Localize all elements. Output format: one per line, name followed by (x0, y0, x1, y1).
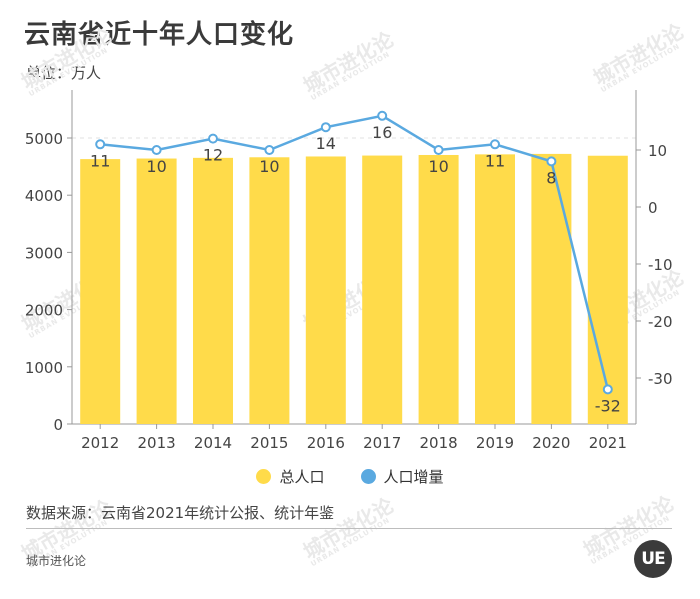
point-2016 (320, 122, 331, 133)
point-2019 (490, 139, 500, 150)
bar-2020 (531, 153, 572, 424)
chart-title: 云南省近十年人口变化 (24, 20, 295, 50)
unit-label: 单位：万人 (26, 64, 102, 82)
y-left-tick-label: 2000 (25, 302, 63, 320)
x-tick-label-2012: 2012 (81, 434, 119, 452)
y-left-tick-label: 4000 (25, 187, 63, 205)
point-2014 (208, 133, 218, 144)
point-2017 (377, 110, 388, 121)
y-right-tick-label: 0 (648, 199, 658, 217)
x-tick-label-2021: 2021 (589, 434, 627, 452)
increase-line (100, 114, 610, 390)
legend-item-total[interactable]: 总人口 (256, 466, 325, 487)
point-2020 (546, 156, 557, 167)
brand-logo: UE (634, 540, 672, 578)
point-2013 (151, 145, 162, 155)
y-right-tick-label: -30 (648, 370, 673, 388)
bar-2014 (193, 157, 233, 425)
data-label-2017: 16 (372, 123, 392, 142)
y-right-tick-label: -20 (648, 313, 673, 331)
data-label-2014: 12 (203, 146, 223, 165)
bar-2016 (305, 156, 346, 425)
y-left-tick-label: 0 (53, 416, 63, 434)
point-2015 (264, 145, 275, 155)
bar-2019 (475, 154, 515, 425)
point-2018 (433, 145, 444, 155)
data-label-2012: 11 (90, 151, 110, 170)
data-label-2019: 11 (485, 151, 505, 170)
legend: 总人口 人口增量 (0, 466, 700, 487)
x-tick-label-2020: 2020 (532, 434, 570, 452)
data-label-2021: -32 (595, 396, 621, 415)
bar-2012 (80, 159, 121, 424)
bar-2021 (587, 155, 628, 424)
point-2021 (602, 384, 613, 395)
legend-label-increase: 人口增量 (383, 468, 444, 486)
legend-label-total: 总人口 (279, 468, 325, 486)
x-tick-label-2015: 2015 (250, 434, 288, 452)
point-2012 (95, 139, 106, 150)
y-left-tick-label: 3000 (25, 244, 63, 262)
footer-divider (26, 528, 672, 529)
data-source: 数据来源：云南省2021年统计公报、统计年鉴 (26, 504, 335, 522)
legend-swatch-bar (256, 469, 272, 484)
data-label-2020: 8 (546, 168, 556, 187)
y-left-tick-label: 5000 (25, 130, 63, 148)
bar-2018 (418, 154, 459, 424)
x-tick-label-2016: 2016 (307, 434, 345, 452)
y-right-tick-label: 10 (648, 142, 667, 160)
data-label-2013: 10 (146, 157, 166, 176)
y-left-tick-label: 1000 (25, 359, 63, 377)
bar-2017 (362, 155, 403, 424)
data-label-2016: 14 (316, 134, 336, 153)
footer-brand: 城市进化论 (26, 554, 87, 568)
data-label-2015: 10 (259, 157, 279, 176)
x-tick-label-2013: 2013 (138, 434, 176, 452)
bar-2015 (249, 157, 290, 424)
legend-swatch-line (360, 469, 376, 484)
x-tick-label-2014: 2014 (194, 434, 232, 452)
x-tick-label-2018: 2018 (420, 434, 458, 452)
legend-item-increase[interactable]: 人口增量 (360, 466, 444, 487)
bar-2013 (136, 158, 177, 425)
data-label-2018: 10 (428, 157, 448, 176)
x-tick-label-2017: 2017 (363, 434, 401, 452)
x-tick-label-2019: 2019 (476, 434, 514, 452)
y-right-tick-label: -10 (648, 256, 673, 274)
